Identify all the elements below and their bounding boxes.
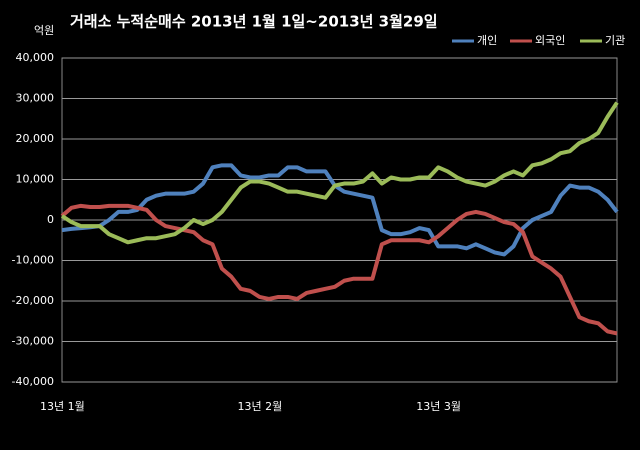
x-tick-label: 13년 2월 (238, 400, 283, 413)
y-tick-label: 20,000 (16, 132, 55, 145)
series-line (60, 203, 618, 336)
legend-label: 외국인 (535, 34, 565, 47)
series-line (61, 163, 619, 257)
y-tick-label: 0 (47, 213, 54, 226)
x-tick-label: 13년 1월 (40, 400, 85, 413)
y-tick-label: 10,000 (16, 173, 55, 186)
legend-label: 개인 (477, 34, 497, 47)
y-tick-label: -30,000 (12, 335, 54, 348)
y-tick-label: -20,000 (12, 294, 54, 307)
y-axis-unit: 억원 (34, 24, 54, 37)
y-tick-label: 30,000 (16, 92, 55, 105)
y-tick-label: -40,000 (12, 375, 54, 388)
legend-label: 기관 (605, 34, 625, 47)
series-line (60, 101, 619, 245)
x-tick-label: 13년 3월 (416, 400, 461, 413)
chart-title: 거래소 누적순매수 2013년 1월 1일~2013년 3월29일 (70, 13, 438, 31)
y-tick-label: 40,000 (16, 51, 55, 64)
y-tick-label: -10,000 (12, 254, 54, 267)
